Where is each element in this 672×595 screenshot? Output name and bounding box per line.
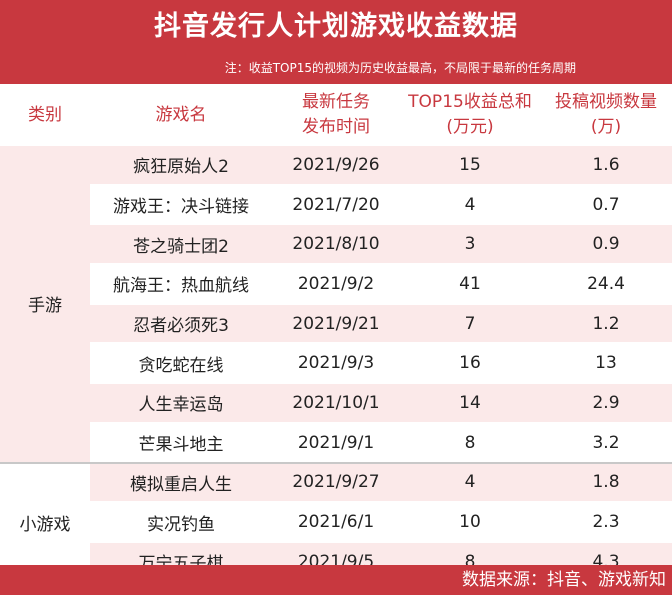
category-cell: 小游戏 <box>0 462 90 581</box>
header-date-line2: 发布时间 <box>302 117 370 137</box>
table-row: 实况钓鱼 2021/6/1 10 2.3 <box>0 502 672 543</box>
table-row: 忍者必须死3 2021/9/21 7 1.2 <box>0 303 672 345</box>
videos-cell: 3.2 <box>540 422 672 464</box>
game-cell: 模拟重启人生 <box>90 462 272 504</box>
revenue-cell: 4 <box>400 184 540 226</box>
footnote: 注：收益TOP15的视频为历史收益最高，不局限于最新的任务周期 <box>224 61 576 75</box>
table-row: 手游 疯狂原始人2 2021/9/26 15 1.6 <box>0 146 672 464</box>
table-row: 贪吃蛇在线 2021/9/3 16 13 <box>0 343 672 385</box>
header-revenue: TOP15收益总和 (万元) <box>400 84 540 146</box>
header-revenue-line1: TOP15收益总和 <box>408 92 532 112</box>
footer-band <box>0 565 672 595</box>
game-cell: 疯狂原始人2 <box>90 146 272 186</box>
revenue-cell: 15 <box>400 146 540 186</box>
header-band <box>0 0 672 84</box>
revenue-table: 类别 游戏名 最新任务 发布时间 TOP15收益总和 (万元) 投稿视频数量 (… <box>0 84 672 581</box>
table-row: 苍之骑士团2 2021/8/10 3 0.9 <box>0 224 672 266</box>
revenue-cell: 4 <box>400 462 540 504</box>
date-cell: 2021/9/1 <box>272 422 400 464</box>
game-cell: 忍者必须死3 <box>90 303 272 345</box>
date-cell: 2021/9/21 <box>272 303 400 345</box>
videos-cell: 0.9 <box>540 224 672 266</box>
game-cell: 贪吃蛇在线 <box>90 343 272 385</box>
date-cell: 2021/10/1 <box>272 383 400 424</box>
table-row: 人生幸运岛 2021/10/1 14 2.9 <box>0 383 672 424</box>
date-cell: 2021/9/26 <box>272 146 400 186</box>
videos-cell: 2.3 <box>540 502 672 543</box>
videos-cell: 13 <box>540 343 672 385</box>
revenue-cell: 3 <box>400 224 540 266</box>
game-cell: 人生幸运岛 <box>90 383 272 424</box>
header-videos-line1: 投稿视频数量 <box>555 92 657 112</box>
header-videos-line2: (万) <box>590 117 622 137</box>
videos-cell: 1.8 <box>540 462 672 504</box>
date-cell: 2021/9/27 <box>272 462 400 504</box>
date-cell: 2021/9/3 <box>272 343 400 385</box>
page-title: 抖音发行人计划游戏收益数据 <box>154 11 518 42</box>
videos-cell: 1.2 <box>540 303 672 345</box>
data-source: 数据来源：抖音、游戏新知 <box>462 570 666 590</box>
date-cell: 2021/6/1 <box>272 502 400 543</box>
table-row: 航海王：热血航线 2021/9/2 41 24.4 <box>0 264 672 305</box>
videos-cell: 24.4 <box>540 264 672 305</box>
revenue-cell: 10 <box>400 502 540 543</box>
videos-cell: 0.7 <box>540 184 672 226</box>
videos-cell: 2.9 <box>540 383 672 424</box>
date-cell: 2021/8/10 <box>272 224 400 266</box>
header-date: 最新任务 发布时间 <box>272 84 400 146</box>
game-cell: 游戏王：决斗链接 <box>90 184 272 226</box>
revenue-cell: 7 <box>400 303 540 345</box>
header-videos: 投稿视频数量 (万) <box>540 84 672 146</box>
game-cell: 芒果斗地主 <box>90 422 272 464</box>
revenue-cell: 41 <box>400 264 540 305</box>
revenue-cell: 8 <box>400 422 540 464</box>
header-date-line1: 最新任务 <box>302 92 370 112</box>
revenue-cell: 16 <box>400 343 540 385</box>
game-cell: 实况钓鱼 <box>90 502 272 543</box>
date-cell: 2021/9/2 <box>272 264 400 305</box>
table-row: 芒果斗地主 2021/9/1 8 3.2 <box>0 422 672 464</box>
header-category: 类别 <box>28 104 62 125</box>
game-cell: 航海王：热血航线 <box>90 264 272 305</box>
table-row: 游戏王：决斗链接 2021/7/20 4 0.7 <box>0 184 672 226</box>
game-cell: 苍之骑士团2 <box>90 224 272 266</box>
table-row: 小游戏 模拟重启人生 2021/9/27 4 1.8 <box>0 462 672 581</box>
date-cell: 2021/7/20 <box>272 184 400 226</box>
table-header-row: 类别 游戏名 最新任务 发布时间 TOP15收益总和 (万元) 投稿视频数量 (… <box>0 84 672 146</box>
header-game: 游戏名 <box>155 104 207 125</box>
header-revenue-line2: (万元) <box>446 117 494 137</box>
revenue-cell: 14 <box>400 383 540 424</box>
category-cell: 手游 <box>0 146 90 464</box>
videos-cell: 1.6 <box>540 146 672 186</box>
